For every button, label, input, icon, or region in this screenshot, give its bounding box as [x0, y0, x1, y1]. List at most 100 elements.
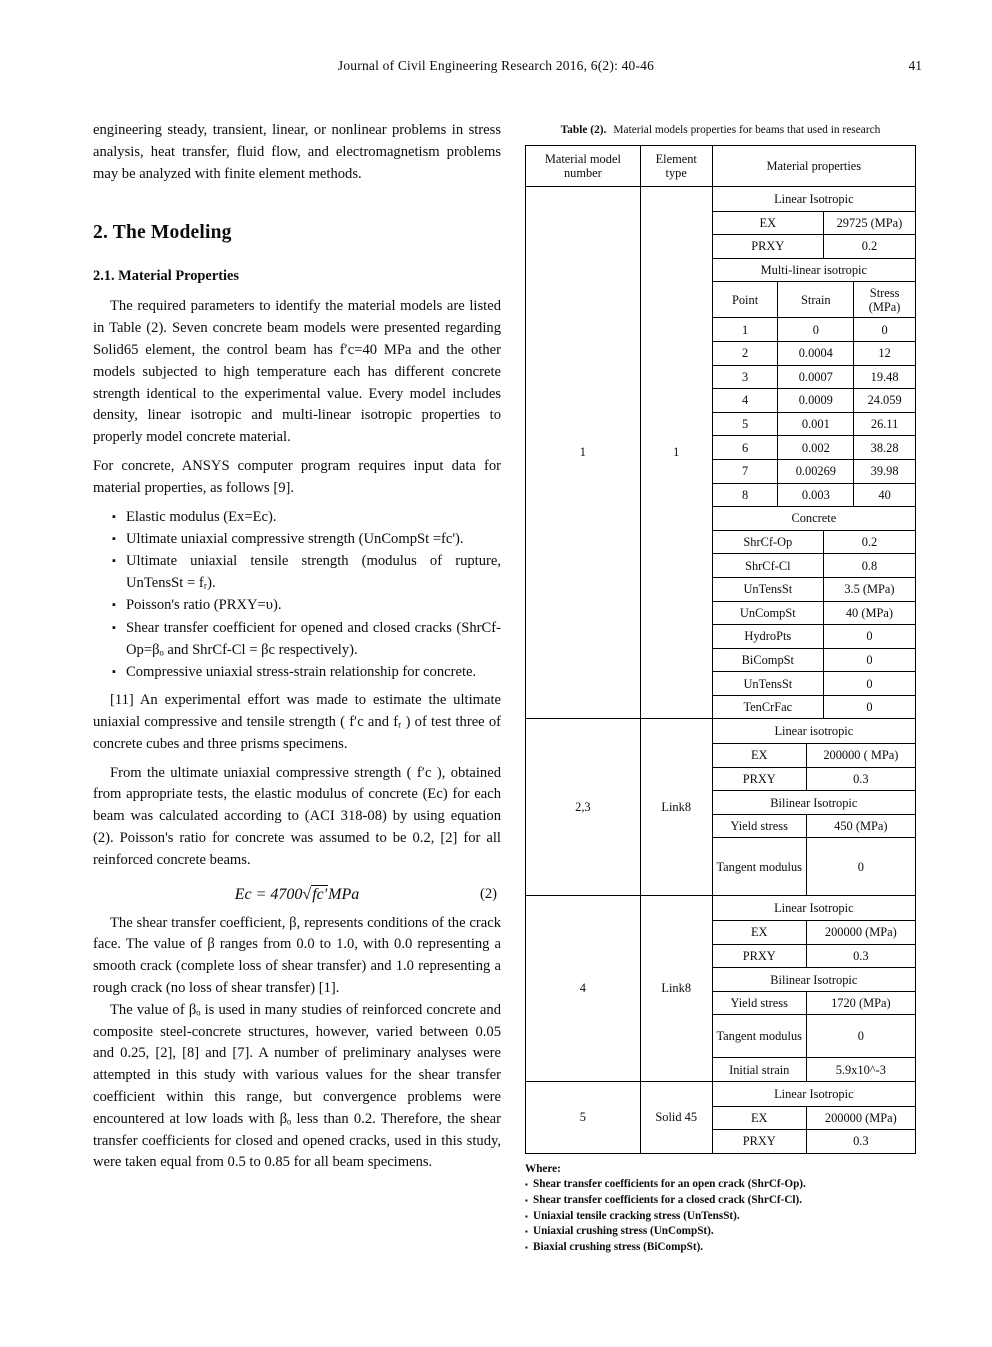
square-bullet-icon: ▪	[112, 665, 116, 678]
property-value: 0.2	[822, 530, 915, 554]
subsection-title-text: Bilinear Isotropic	[770, 972, 858, 987]
property-row: EX 200000 ( MPa)	[712, 743, 915, 767]
point-strain: 0.0009	[777, 389, 853, 412]
property-value: 0.3	[805, 944, 915, 968]
paragraph-required-parameters: The required parameters to identify the …	[93, 298, 501, 446]
square-bullet-icon: ▪	[525, 1180, 528, 1190]
subsection-title: Linear isotropic	[713, 719, 915, 743]
paragraph-elastic-modulus: From the ultimate uniaxial compressive s…	[93, 764, 501, 868]
point-stress: 40	[853, 483, 915, 507]
list-item-text: Poisson's ratio (PRXY=υ).	[126, 597, 282, 614]
point-row: 6 0.002 38.28	[712, 435, 915, 459]
property-value: 0	[822, 695, 915, 719]
square-bullet-icon: ▪	[525, 1242, 528, 1252]
property-row: ShrCf-Op 0.2	[712, 529, 915, 554]
property-row: Tangent modulus 0	[712, 1014, 915, 1058]
list-item: ▪ Compressive uniaxial stress-strain rel…	[93, 661, 501, 683]
property-row: Tangent modulus 0	[712, 837, 915, 896]
property-label: PRXY	[751, 239, 785, 254]
property-label: HydroPts	[744, 629, 792, 644]
paragraph-shear-transfer: The shear transfer coefficient, β, repre…	[93, 914, 501, 996]
subsection-title: Multi-linear isotropic	[712, 257, 915, 282]
paragraph-beta-value: The value of βₒ is used in many studies …	[93, 1001, 501, 1171]
table-section-model-1: 1 1 Linear Isotropic EX 29725 (MPa) PRXY…	[526, 186, 915, 719]
property-row: UnTensSt 0	[712, 671, 915, 695]
material-models-table: Material model number Element type Mater…	[525, 145, 916, 1154]
property-value: 5.9x10^-3	[805, 1058, 915, 1081]
note-item: ▪ Shear transfer coefficients for an ope…	[525, 1177, 916, 1193]
point-number: 7	[741, 464, 749, 479]
points-header-strain: Strain	[777, 282, 853, 318]
subsection-title-text: Linear Isotropic	[774, 191, 854, 206]
subsection-title: Linear Isotropic	[713, 1082, 915, 1106]
note-text: Shear transfer coefficients for a closed…	[533, 1193, 803, 1206]
property-row: UnCompSt 40 (MPa)	[712, 600, 915, 625]
property-row: PRXY 0.3	[712, 766, 915, 791]
square-bullet-icon: ▪	[112, 599, 116, 612]
note-item: ▪ Uniaxial tensile cracking stress (UnTe…	[525, 1209, 916, 1225]
bullet-list: ▪ Elastic modulus (Ex=Ec). ▪ Ultimate un…	[93, 506, 501, 684]
property-value: 0	[822, 648, 915, 672]
property-value: 40 (MPa)	[822, 601, 915, 625]
property-row: PRXY 0.3	[712, 943, 915, 968]
point-row: 8 0.003 40	[712, 482, 915, 507]
property-value: 0.3	[805, 1130, 915, 1153]
square-bullet-icon: ▪	[112, 532, 116, 545]
subsection-title-text: Concrete	[791, 511, 837, 526]
radical-sign: √	[302, 885, 312, 903]
properties-stack: Linear Isotropic EX 29725 (MPa) PRXY 0.2…	[712, 187, 915, 719]
header-cell-material-model: Material model number	[526, 146, 641, 186]
square-bullet-icon: ▪	[525, 1227, 528, 1237]
property-value: 0	[822, 625, 915, 648]
model-number-cell: 4	[526, 896, 641, 1081]
points-header-row: Point Strain Stress (MPa)	[712, 281, 915, 318]
property-label: BiCompSt	[741, 652, 794, 667]
point-stress: 0	[853, 318, 915, 341]
points-header-stress: Stress (MPa)	[853, 282, 915, 318]
property-label: ShrCf-Op	[743, 535, 793, 550]
note-text: Biaxial crushing stress (BiCompSt).	[533, 1240, 704, 1253]
property-label: EX	[750, 748, 768, 763]
header-cell-material-properties: Material properties	[766, 158, 862, 173]
property-label: PRXY	[742, 1134, 776, 1149]
list-item-text: Shear transfer coefficient for opened an…	[126, 619, 501, 658]
journal-header: Journal of Civil Engineering Research 20…	[337, 58, 655, 73]
equation-2: Ec = 4700 √ fc' MPa (2)	[93, 884, 501, 904]
equation-radicand: fc'	[311, 884, 329, 903]
point-strain: 0.001	[777, 412, 853, 436]
subsection-title: Bilinear Isotropic	[712, 790, 915, 814]
property-label: TenCrFac	[743, 700, 793, 715]
point-number: 8	[741, 487, 749, 502]
square-bullet-icon: ▪	[112, 621, 116, 634]
property-row: Yield stress 450 (MPa)	[712, 813, 915, 838]
note-text: Shear transfer coefficients for an open …	[533, 1178, 806, 1191]
subsection-title: Bilinear Isotropic	[712, 967, 915, 991]
element-type-cell: Link8	[641, 896, 713, 1081]
point-row: 4 0.0009 24.059	[712, 388, 915, 412]
section-heading-modeling: 2. The Modeling	[93, 222, 232, 244]
model-number-cell: 1	[526, 187, 641, 719]
property-value: 0	[805, 1015, 915, 1058]
property-row: TenCrFac 0	[712, 694, 915, 719]
property-label: Tangent modulus	[716, 1029, 802, 1044]
table-header-row: Material model number Element type Mater…	[526, 146, 915, 186]
note-item: ▪ Uniaxial crushing stress (UnCompSt).	[525, 1224, 916, 1240]
point-number: 6	[741, 440, 749, 455]
property-value: 0	[822, 672, 915, 695]
subsection-title-text: Linear isotropic	[774, 724, 854, 739]
properties-stack: Linear isotropic EX 200000 ( MPa) PRXY 0…	[712, 719, 915, 896]
property-row: HydroPts 0	[712, 624, 915, 648]
property-label: PRXY	[742, 948, 776, 963]
equation-unit: MPa	[328, 885, 360, 903]
page-number: 41	[908, 58, 923, 73]
property-label: PRXY	[742, 771, 776, 786]
equation-lhs: Ec = 4700	[234, 885, 303, 903]
property-row: ShrCf-Cl 0.8	[712, 553, 915, 577]
note-text: Uniaxial tensile cracking stress (UnTens…	[533, 1209, 740, 1222]
note-item: ▪ Biaxial crushing stress (BiCompSt).	[525, 1240, 916, 1256]
property-label: Initial strain	[729, 1062, 790, 1077]
element-type-cell: Solid 45	[641, 1082, 713, 1153]
model-number-cell: 2,3	[526, 719, 641, 896]
left-column: engineering steady, transient, linear, o…	[93, 120, 501, 1174]
properties-stack: Linear Isotropic EX 200000 (MPa) PRXY 0.…	[712, 1082, 915, 1153]
